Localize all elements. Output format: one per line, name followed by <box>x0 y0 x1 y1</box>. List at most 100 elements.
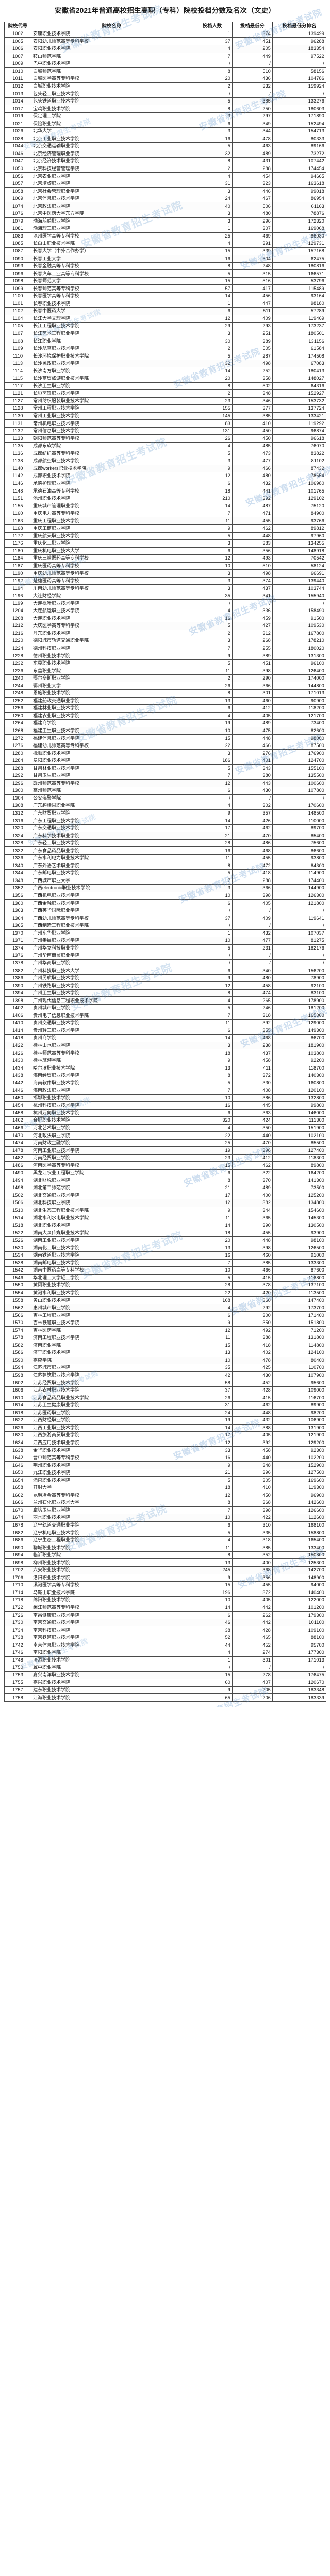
cell-name: 长沙航空职业技术学院 <box>31 344 192 353</box>
cell-count: 11 <box>192 517 233 525</box>
cell-name: 成都纺织高等专科学校 <box>31 449 192 458</box>
cell-score: 318 <box>232 1536 273 1545</box>
cell-name: 江苏经贸职业技术学院 <box>31 1379 192 1387</box>
cell-rank: / <box>272 906 326 915</box>
table-row: 1113 长沙民政职业技术学院 32 498 67083 <box>4 359 326 368</box>
cell-rank: 96618 <box>272 434 326 443</box>
cell-count: 20 <box>192 1236 233 1245</box>
cell-count: 6 <box>192 547 233 555</box>
cell-score: 355 <box>232 1026 273 1035</box>
cell-name: 广东财贸职业学院 <box>31 809 192 818</box>
table-row: 1256 福建林业职业技术学院 6 412 118200 <box>4 704 326 713</box>
table-row: 1196 大连财经学院 35 341 155940 <box>4 591 326 600</box>
table-row: 1199 大连枫叶职业技术学院 / / / <box>4 599 326 607</box>
cell-score: 350 <box>232 1318 273 1327</box>
cell-code: 1658 <box>4 1483 31 1492</box>
cell-score: 407 <box>232 1679 273 1687</box>
table-row: 1422 桂林山水职业学院 3 238 181900 <box>4 1041 326 1050</box>
cell-code: 1734 <box>4 1626 31 1634</box>
table-row: 1718 绵阳职业技术学院 10 405 122000 <box>4 1596 326 1604</box>
cell-score: 489 <box>232 1184 273 1192</box>
cell-score: 411 <box>232 1064 273 1072</box>
cell-code: 1069 <box>4 194 31 203</box>
cell-code: 1057 <box>4 179 31 188</box>
cell-count: 5 <box>192 764 233 773</box>
cell-rank: 120100 <box>272 1086 326 1095</box>
table-row: 1574 吉林医药学院 12 492 71200 <box>4 1326 326 1335</box>
cell-code: 1276 <box>4 741 31 750</box>
cell-score: 468 <box>232 1034 273 1042</box>
table-row: 1168 重庆工商职业学院 9 462 89812 <box>4 524 326 533</box>
cell-count: 10 <box>192 562 233 570</box>
cell-score: 450 <box>232 1491 273 1500</box>
cell-name: 沧州医学高等专科学校 <box>31 232 192 241</box>
cell-count: 5 <box>192 269 233 278</box>
cell-count: 3 <box>192 210 233 218</box>
cell-score: / <box>232 921 273 930</box>
table-row: 1594 江苏城市职业学院 35 425 110700 <box>4 1364 326 1372</box>
cell-code: 1248 <box>4 689 31 698</box>
cell-code: 1187 <box>4 562 31 570</box>
cell-count: 3 <box>192 569 233 578</box>
cell-count: 14 <box>192 817 233 825</box>
cell-count: 24 <box>192 1409 233 1417</box>
table-row: 1398 广州现代信息工程职业技术学院 4 265 178900 <box>4 996 326 1005</box>
cell-count: 32 <box>192 149 233 158</box>
table-row: 1038 北京工业职业技术学院 16 478 80333 <box>4 134 326 143</box>
cell-rank: 92300 <box>272 1446 326 1454</box>
cell-rank: 174400 <box>272 876 326 885</box>
cell-count: 12 <box>192 554 233 563</box>
cell-score: 265 <box>232 996 273 1005</box>
cell-code: 1280 <box>4 749 31 757</box>
cell-code: 1755 <box>4 1679 31 1687</box>
cell-code: 1076 <box>4 210 31 218</box>
cell-rank: 152494 <box>272 120 326 128</box>
table-row: 1099 长春师范高等专科学校 57 417 115489 <box>4 284 326 293</box>
cell-rank: 95600 <box>272 1379 326 1387</box>
cell-count: 12 <box>192 779 233 788</box>
table-row: 1371 广州番禺职业技术学院 10 477 81275 <box>4 937 326 945</box>
table-row: 1364 广西幼儿师范高等专科学校 37 409 119641 <box>4 914 326 922</box>
cell-name: 江苏卫生健康职业学院 <box>31 1401 192 1410</box>
table-row: 1009 巴中职业技术学院 / / / <box>4 60 326 68</box>
cell-code: 1090 <box>4 255 31 263</box>
cell-name: 海南软件职业技术学院 <box>31 1079 192 1087</box>
cell-code: 1398 <box>4 996 31 1005</box>
cell-code: 1446 <box>4 1086 31 1095</box>
cell-code: 1646 <box>4 1461 31 1469</box>
cell-name: 黑龙江农业工程职业学院 <box>31 1169 192 1177</box>
cell-rank: 95700 <box>272 1641 326 1649</box>
cell-score: 290 <box>232 674 273 683</box>
cell-code: 1204 <box>4 606 31 615</box>
cell-count: 14 <box>192 1423 233 1432</box>
cell-count: 13 <box>192 1244 233 1252</box>
table-row: 1107 长江艺术工程职业学院 3 251 180501 <box>4 329 326 338</box>
cell-code: 1192 <box>4 577 31 585</box>
cell-score: 250 <box>232 105 273 113</box>
cell-count: 44 <box>192 1641 233 1649</box>
table-row: 1026 北华大学 3 344 154713 <box>4 127 326 135</box>
cell-code: 1012 <box>4 82 31 91</box>
cell-count: 15 <box>192 1341 233 1350</box>
table-row: 1748 济源职业技术学院 1 301 171013 <box>4 1656 326 1665</box>
table-row: 1101 长春职业技术学院 1 447 98180 <box>4 299 326 308</box>
cell-count: 3 <box>192 127 233 135</box>
cell-rank: 174508 <box>272 352 326 360</box>
table-row: 1582 济南职业学院 15 418 114800 <box>4 1341 326 1350</box>
cell-rank: 148918 <box>272 547 326 555</box>
cell-code: 1344 <box>4 869 31 877</box>
table-row: 1755 嘉兴职业技术学院 60 407 120670 <box>4 1679 326 1687</box>
cell-count: 9 <box>192 652 233 660</box>
table-row: 1722 闽江师范高等专科学校 14 442 101200 <box>4 1603 326 1612</box>
cell-score: 377 <box>232 404 273 413</box>
cell-count: 31 <box>192 1401 233 1410</box>
cell-score: 473 <box>232 449 273 458</box>
cell-rank: 170600 <box>272 802 326 810</box>
table-row: 1698 柳州职业技术学院 13 400 125300 <box>4 1558 326 1567</box>
cell-score: 323 <box>232 179 273 188</box>
cell-count: 18 <box>192 487 233 495</box>
cell-rank: 107442 <box>272 157 326 165</box>
cell-code: 1630 <box>4 1431 31 1439</box>
cell-code: 1462 <box>4 1116 31 1125</box>
cell-score: 415 <box>232 1274 273 1282</box>
